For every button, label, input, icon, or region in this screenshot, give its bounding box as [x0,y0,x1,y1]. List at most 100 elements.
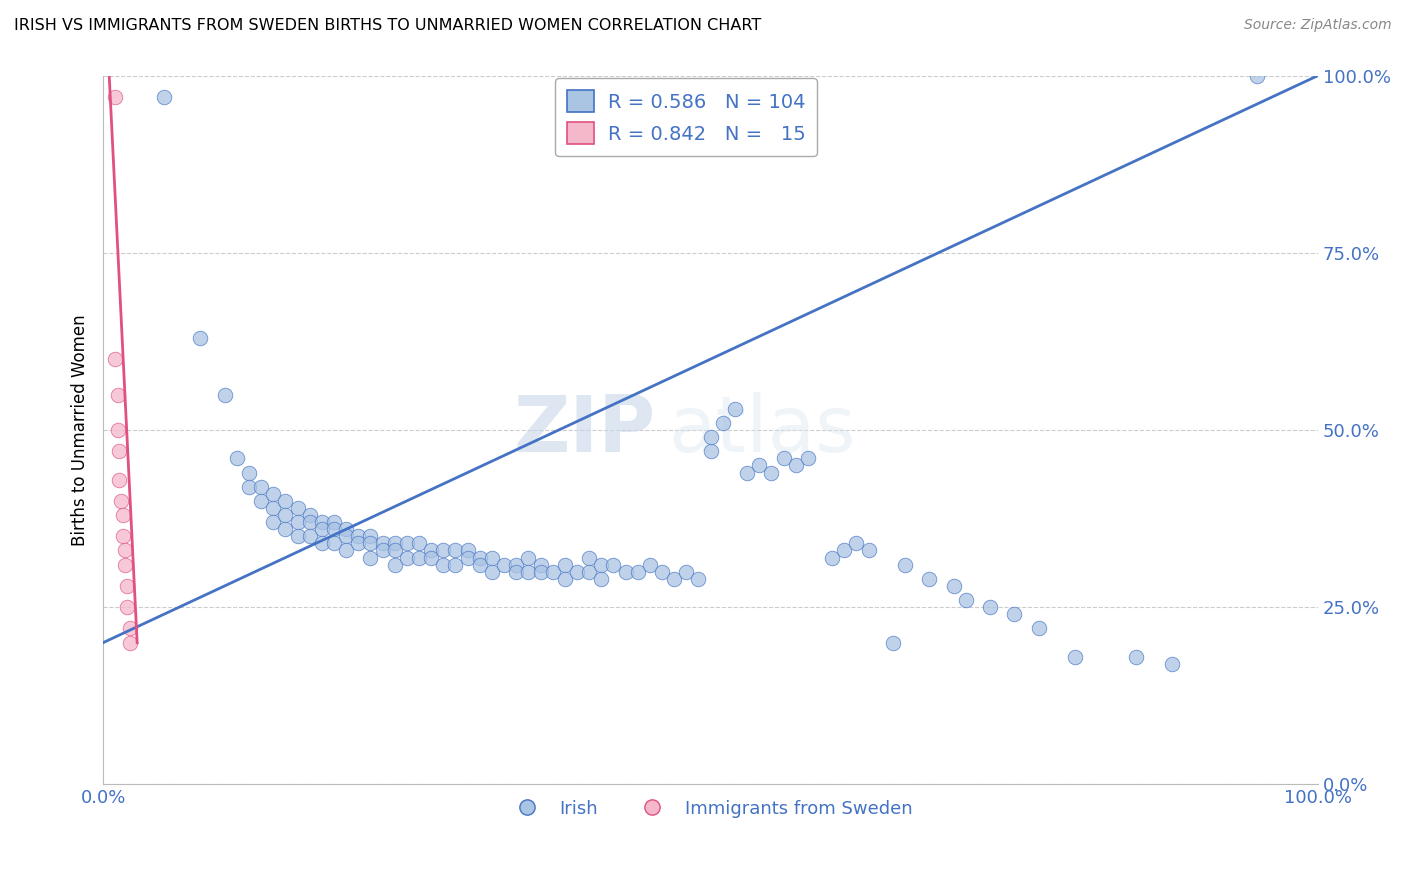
Point [384,543,406,558]
Point [298,515,321,529]
Point [432,543,454,558]
Point [110,494,132,508]
Point [153,90,176,104]
Point [529,558,551,572]
Point [262,487,284,501]
Point [505,558,527,572]
Point [214,387,236,401]
Point [554,572,576,586]
Point [638,558,661,572]
Point [250,480,273,494]
Point [118,635,141,649]
Point [188,331,211,345]
Point [347,529,370,543]
Point [541,565,564,579]
Point [335,529,357,543]
Point [274,522,297,536]
Point [565,565,588,579]
Point [468,550,491,565]
Point [298,508,321,522]
Point [832,543,855,558]
Point [359,529,381,543]
Point [323,522,346,536]
Point [517,565,540,579]
Point [359,550,381,565]
Point [1064,649,1087,664]
Point [408,536,430,550]
Point [627,565,650,579]
Point [785,458,807,473]
Point [1161,657,1184,671]
Point [1002,607,1025,622]
Point [420,543,443,558]
Point [845,536,868,550]
Point [262,500,284,515]
Point [359,536,381,550]
Point [335,522,357,536]
Point [699,444,721,458]
Point [591,572,613,586]
Point [894,558,917,572]
Point [711,416,734,430]
Legend: Irish, Immigrants from Sweden: Irish, Immigrants from Sweden [502,793,920,825]
Point [882,635,904,649]
Point [274,494,297,508]
Point [979,600,1001,615]
Point [111,508,134,522]
Point [371,543,394,558]
Point [395,536,418,550]
Point [371,536,394,550]
Point [529,565,551,579]
Point [858,543,880,558]
Point [457,550,479,565]
Point [118,622,141,636]
Point [432,558,454,572]
Point [735,466,758,480]
Point [761,466,783,480]
Y-axis label: Births to Unmarried Women: Births to Unmarried Women [72,314,89,546]
Point [772,451,794,466]
Point [225,451,247,466]
Point [517,550,540,565]
Point [104,352,127,367]
Text: IRISH VS IMMIGRANTS FROM SWEDEN BIRTHS TO UNMARRIED WOMEN CORRELATION CHART: IRISH VS IMMIGRANTS FROM SWEDEN BIRTHS T… [14,18,761,33]
Point [117,600,139,615]
Point [699,430,721,444]
Point [114,543,136,558]
Point [384,536,406,550]
Point [335,543,357,558]
Point [1028,622,1050,636]
Point [444,558,467,572]
Point [797,451,820,466]
Point [602,558,624,572]
Point [918,572,941,586]
Point [481,550,503,565]
Point [664,572,686,586]
Point [238,480,260,494]
Point [395,550,418,565]
Point [311,515,333,529]
Point [420,550,443,565]
Point [821,550,844,565]
Point [457,543,479,558]
Point [578,550,600,565]
Point [578,565,600,579]
Point [688,572,710,586]
Point [1125,649,1147,664]
Point [238,466,260,480]
Point [287,529,309,543]
Point [651,565,673,579]
Point [505,565,527,579]
Point [408,550,430,565]
Point [274,508,297,522]
Point [298,529,321,543]
Point [287,500,309,515]
Point [1246,69,1268,83]
Point [108,473,131,487]
Point [250,494,273,508]
Point [481,565,503,579]
Text: ZIP: ZIP [513,392,657,468]
Point [554,558,576,572]
Text: atlas: atlas [668,392,856,468]
Point [591,558,613,572]
